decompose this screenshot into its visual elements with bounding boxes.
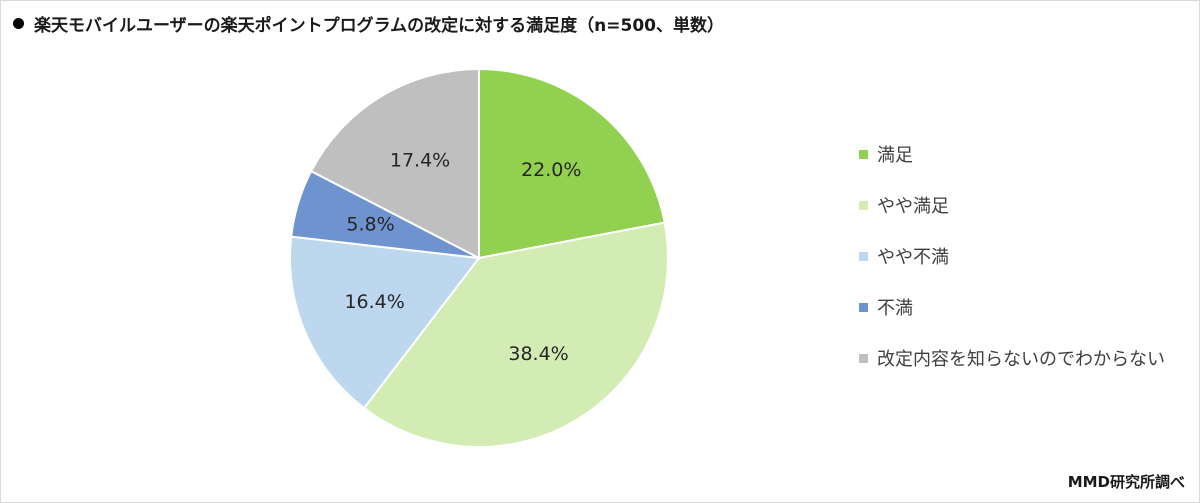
pie-slice-3 xyxy=(289,235,481,410)
data-label-5: 17.4% xyxy=(390,150,450,172)
legend-label: 満足 xyxy=(877,145,913,166)
legend-swatch xyxy=(859,302,868,312)
data-label-4: 5.8% xyxy=(346,213,394,235)
legend-item-5: 改定内容を知らないのでわからない xyxy=(859,345,1165,371)
legend-item-4: 不満 xyxy=(859,294,913,320)
legend-label: 改定内容を知らないのでわからない xyxy=(877,349,1165,370)
chart-title: 楽天モバイルユーザーの楽天ポイントプログラムの改定に対する満足度（n=500、単… xyxy=(34,16,724,36)
pie-slice-2 xyxy=(362,221,669,448)
legend-label: やや不満 xyxy=(877,247,949,268)
legend-label: 不満 xyxy=(877,298,913,319)
pie-slice-1 xyxy=(478,67,666,260)
bullet-icon xyxy=(13,18,24,29)
legend-swatch xyxy=(859,200,868,210)
legend-swatch xyxy=(859,251,868,261)
legend-item-1: 満足 xyxy=(859,141,913,167)
chart-title-row: 楽天モバイルユーザーの楽天ポイントプログラムの改定に対する満足度（n=500、単… xyxy=(13,11,724,36)
legend-item-3: やや不満 xyxy=(859,243,949,269)
data-label-2: 38.4% xyxy=(508,343,568,365)
data-label-1: 22.0% xyxy=(521,159,581,181)
data-label-3: 16.4% xyxy=(344,291,404,313)
source-credit: MMD研究所調べ xyxy=(1067,473,1185,491)
legend-item-2: やや満足 xyxy=(859,192,949,218)
legend-label: やや満足 xyxy=(877,196,949,217)
legend-swatch xyxy=(859,149,868,159)
legend-swatch xyxy=(859,353,868,363)
pie-slice-5 xyxy=(309,67,480,260)
